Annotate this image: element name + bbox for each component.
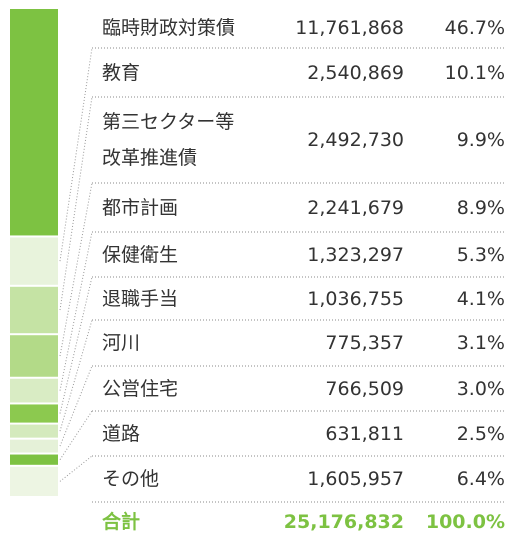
percent-label: 6.4% [456, 468, 505, 490]
category-label: 教育 [102, 61, 141, 84]
bar-segment [10, 378, 58, 403]
category-label: その他 [102, 468, 160, 490]
leader-line [59, 455, 93, 482]
bar-segment [10, 404, 58, 423]
amount-label: 775,357 [325, 332, 404, 354]
amount-label: 766,509 [325, 377, 404, 400]
percent-label: 3.0% [456, 377, 505, 400]
leader-line [59, 182, 93, 357]
percent-label: 8.9% [456, 196, 505, 219]
leader-line [59, 319, 93, 432]
amount-label: 1,323,297 [307, 243, 404, 266]
leader-line [59, 231, 93, 391]
bar-segment [10, 466, 58, 496]
amount-label: 2,540,869 [307, 61, 404, 84]
percent-label: 5.3% [456, 243, 505, 266]
bar-segment [10, 424, 58, 438]
total-amount: 25,176,832 [283, 511, 404, 533]
amount-label: 2,492,730 [307, 129, 404, 151]
category-label: 保健衛生 [102, 243, 179, 266]
category-label: 都市計画 [102, 196, 179, 219]
category-label: 臨時財政対策債 [102, 17, 236, 39]
leader-line [59, 47, 93, 262]
bar-segment [10, 335, 58, 377]
leader-line [59, 410, 93, 460]
percent-label: 46.7% [444, 17, 505, 39]
amount-label: 2,241,679 [307, 196, 404, 219]
percent-label: 2.5% [456, 422, 505, 445]
total-label: 合計 [102, 511, 141, 533]
bar-segment [10, 237, 58, 285]
category-label: 河川 [102, 332, 141, 354]
bar-segment [10, 439, 58, 453]
category-label: 道路 [102, 422, 141, 445]
category-label: 第三セクター等 改革推進債 [102, 111, 235, 169]
amount-label: 11,761,868 [295, 17, 404, 39]
category-label: 退職手当 [102, 287, 179, 310]
leader-line [59, 96, 93, 311]
bar-segment [10, 286, 58, 334]
percent-label: 10.1% [444, 61, 505, 84]
category-label: 公営住宅 [102, 377, 179, 400]
leader-line [59, 365, 93, 447]
amount-label: 1,036,755 [307, 287, 404, 310]
amount-label: 631,811 [325, 422, 404, 445]
bar-segment [10, 454, 58, 465]
percent-label: 3.1% [456, 332, 505, 354]
percent-label: 4.1% [456, 287, 505, 310]
amount-label: 1,605,957 [307, 468, 404, 490]
percent-label: 9.9% [456, 129, 505, 151]
bar-segment [10, 9, 58, 236]
leader-line [59, 276, 93, 414]
total-percent: 100.0% [425, 511, 505, 533]
